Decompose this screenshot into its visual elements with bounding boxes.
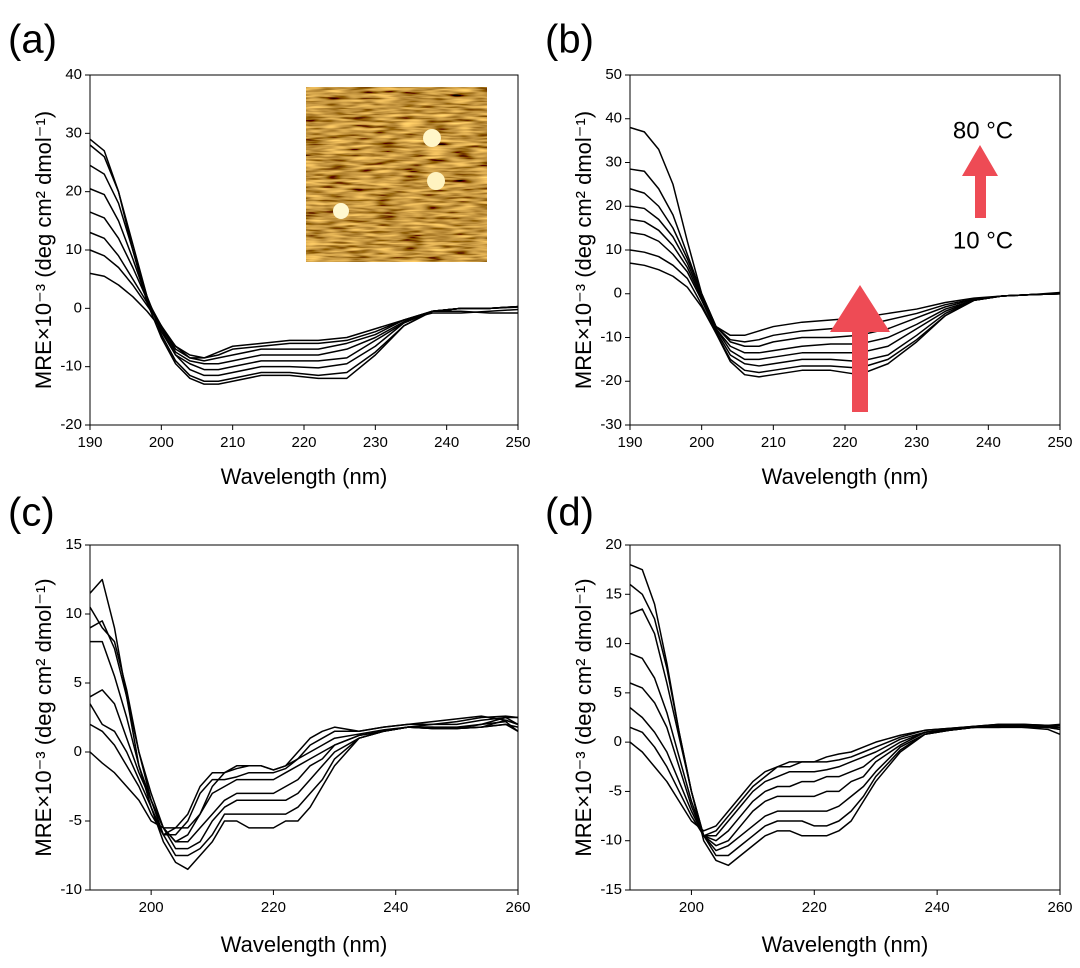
y-tick-label: -10 (60, 358, 82, 375)
x-tick-label: 240 (925, 899, 950, 916)
data-line (629, 724, 1061, 832)
y-tick-label: 20 (65, 183, 82, 200)
y-axis-label: MRE×10⁻³ (deg cm² dmol⁻¹) (571, 111, 596, 389)
y-tick-label: -5 (69, 812, 82, 829)
y-tick-label: 5 (614, 684, 622, 701)
y-tick-label: 40 (605, 110, 622, 127)
y-tick-label: 15 (605, 585, 622, 602)
y-tick-label: 10 (65, 605, 82, 622)
x-axis-label: Wavelength (nm) (221, 464, 388, 489)
y-tick-label: -5 (609, 782, 622, 799)
panel-label: (c) (8, 491, 55, 535)
y-tick-label: 30 (605, 153, 622, 170)
y-tick-label: -20 (600, 372, 622, 389)
x-axis-label: Wavelength (nm) (762, 932, 929, 957)
annotation: 80 °C (953, 117, 1013, 144)
data-line (89, 715, 519, 829)
data-line (629, 723, 1061, 837)
panel-label: (d) (545, 491, 594, 535)
y-tick-label: 20 (605, 536, 622, 553)
inset-texture (306, 87, 487, 262)
y-tick-label: -10 (600, 832, 622, 849)
x-tick-label: 200 (679, 899, 704, 916)
y-axis-label: MRE×10⁻³ (deg cm² dmol⁻¹) (31, 578, 56, 856)
y-tick-label: -30 (600, 416, 622, 433)
afm-inset (306, 87, 487, 262)
data-line (90, 640, 519, 843)
x-tick-label: 250 (505, 434, 530, 451)
data-line (89, 703, 519, 836)
x-tick-label: 200 (149, 434, 174, 451)
y-tick-label: -15 (600, 881, 622, 898)
big-arrow-head (830, 285, 890, 332)
y-tick-label: 20 (605, 197, 622, 214)
x-tick-label: 240 (383, 899, 408, 916)
x-axis-label: Wavelength (nm) (221, 932, 388, 957)
y-tick-label: 15 (65, 536, 82, 553)
x-tick-label: 250 (1047, 434, 1072, 451)
y-tick-label: 0 (74, 299, 82, 316)
y-tick-label: 10 (65, 241, 82, 258)
y-tick-label: 10 (605, 635, 622, 652)
data-line (89, 272, 519, 359)
x-tick-label: 190 (77, 434, 102, 451)
small-arrow-shaft (975, 170, 986, 218)
annotation: 10 °C (953, 227, 1013, 254)
x-tick-label: 240 (434, 434, 459, 451)
data-line (89, 249, 518, 359)
x-tick-label: 260 (1047, 899, 1072, 916)
big-arrow-shaft (852, 325, 868, 412)
y-tick-label: 0 (74, 743, 82, 760)
data-line (629, 168, 1061, 343)
y-tick-label: 50 (605, 66, 622, 83)
inset-particle (423, 129, 441, 147)
y-tick-label: 0 (614, 285, 622, 302)
plot-frame (629, 544, 1061, 891)
data-line (89, 144, 519, 382)
x-tick-label: 210 (761, 434, 786, 451)
x-tick-label: 220 (832, 434, 857, 451)
y-tick-label: -10 (600, 328, 622, 345)
x-tick-label: 190 (617, 434, 642, 451)
y-tick-label: 30 (65, 124, 82, 141)
inset-particle (333, 203, 349, 219)
x-tick-label: 230 (904, 434, 929, 451)
x-tick-label: 200 (139, 899, 164, 916)
y-tick-label: 40 (65, 66, 82, 83)
x-tick-label: 260 (505, 899, 530, 916)
y-tick-label: 0 (614, 733, 622, 750)
y-axis-label: MRE×10⁻³ (deg cm² dmol⁻¹) (571, 578, 596, 856)
data-line (629, 188, 1061, 347)
y-tick-label: -10 (60, 881, 82, 898)
small-arrow-head (962, 145, 998, 176)
y-tick-label: -20 (60, 416, 82, 433)
x-tick-label: 240 (976, 434, 1001, 451)
x-tick-label: 210 (220, 434, 245, 451)
x-tick-label: 220 (291, 434, 316, 451)
panel-label: (a) (8, 18, 57, 62)
data-line (629, 262, 1061, 378)
temperature-arrows (830, 145, 998, 412)
y-tick-label: 5 (74, 674, 82, 691)
data-line (89, 689, 518, 843)
x-tick-label: 220 (261, 899, 286, 916)
x-tick-label: 230 (363, 434, 388, 451)
x-tick-label: 200 (689, 434, 714, 451)
x-tick-label: 220 (802, 899, 827, 916)
y-tick-label: 10 (605, 241, 622, 258)
panel-label: (b) (545, 18, 594, 62)
inset-particle (427, 172, 445, 190)
x-axis-label: Wavelength (nm) (762, 464, 929, 489)
data-line (629, 126, 1061, 337)
plot-frame (89, 544, 519, 891)
y-axis-label: MRE×10⁻³ (deg cm² dmol⁻¹) (31, 111, 56, 389)
